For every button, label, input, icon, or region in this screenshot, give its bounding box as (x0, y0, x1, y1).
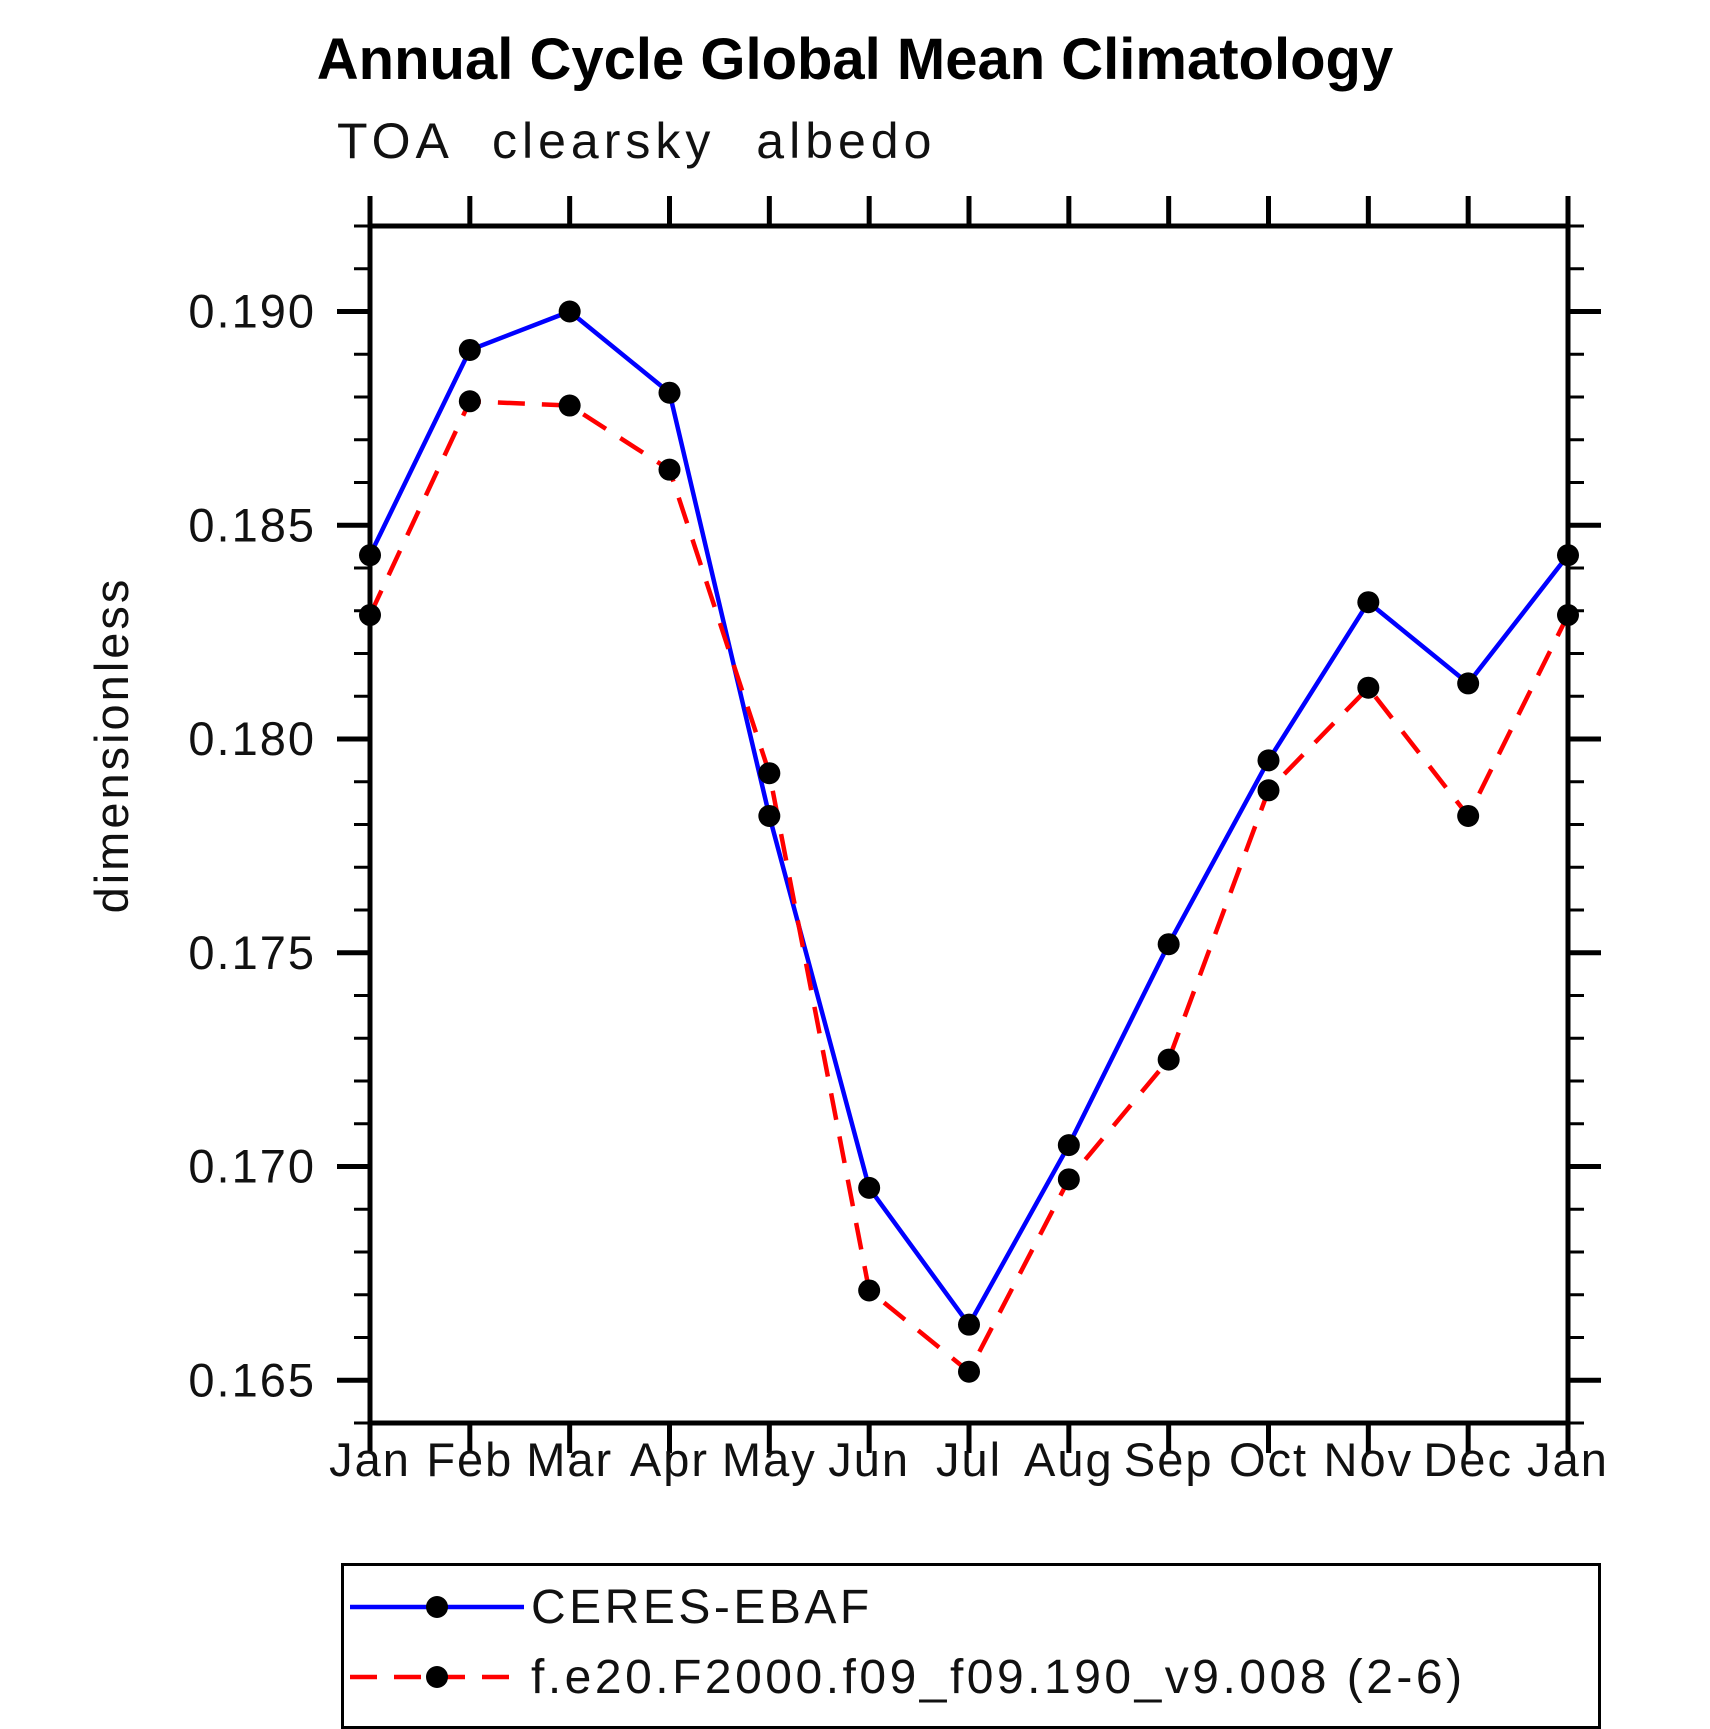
legend-label-ceres: CERES-EBAF (531, 1580, 873, 1634)
data-point-series-1 (558, 394, 581, 417)
page-title: Annual Cycle Global Mean Climatology (316, 27, 1394, 92)
y-tick-label: 0.185 (188, 498, 316, 551)
data-point-series-1 (1157, 1048, 1180, 1071)
legend-label-model: f.e20.F2000.f09_f09.190_v9.008 (2-6) (531, 1650, 1466, 1704)
data-point-series-1 (1257, 779, 1280, 802)
legend-solid-line-sample (350, 1596, 524, 1618)
data-point-series-1 (1357, 676, 1380, 699)
data-point-series-0 (658, 381, 681, 404)
data-point-series-1 (359, 604, 381, 627)
x-tick-label: Jul (936, 1433, 1002, 1486)
data-point-series-1 (858, 1279, 881, 1302)
data-point-series-0 (858, 1176, 881, 1199)
x-tick-label: Jun (828, 1433, 910, 1486)
x-tick-label: Jan (329, 1433, 411, 1486)
series-line-0 (367, 308, 1570, 1329)
data-point-series-1 (458, 390, 481, 413)
data-point-series-0 (1257, 749, 1280, 772)
x-tick-label: Apr (630, 1433, 709, 1486)
legend-item-model: f.e20.F2000.f09_f09.190_v9.008 (2-6) (347, 1642, 1598, 1712)
legend-sample-marker (426, 1596, 448, 1618)
y-tick-label: 0.175 (188, 926, 316, 979)
data-point-series-1 (1057, 1168, 1080, 1191)
data-point-series-0 (558, 300, 581, 323)
data-point-series-1 (958, 1360, 980, 1383)
x-tick-label: Mar (526, 1433, 613, 1486)
y-tick-label: 0.170 (188, 1140, 316, 1193)
y-tick-label: 0.190 (188, 285, 316, 338)
data-point-series-0 (359, 544, 381, 567)
data-point-series-0 (758, 804, 781, 827)
x-tick-label: Dec (1423, 1433, 1513, 1486)
chart-subtitle: TOA clearsky albedo (337, 113, 937, 169)
legend-item-ceres: CERES-EBAF (347, 1572, 1598, 1642)
data-point-series-0 (958, 1313, 980, 1336)
data-point-series-0 (1457, 672, 1480, 695)
x-tick-label: Aug (1024, 1433, 1114, 1486)
data-point-series-1 (758, 762, 781, 785)
x-tick-label: May (722, 1433, 817, 1486)
data-point-series-0 (1557, 544, 1579, 567)
data-point-series-0 (1357, 591, 1380, 614)
y-tick-label: 0.180 (188, 712, 316, 765)
data-point-series-1 (1457, 804, 1480, 827)
data-point-series-0 (1157, 933, 1180, 956)
data-point-series-0 (458, 338, 481, 361)
x-tick-label: Jan (1527, 1433, 1609, 1486)
x-tick-label: Feb (426, 1433, 513, 1486)
data-point-series-1 (658, 458, 681, 481)
legend-sample-marker (426, 1666, 448, 1688)
x-tick-label: Oct (1229, 1433, 1308, 1486)
data-point-series-1 (1557, 604, 1579, 627)
legend-dashed-line-sample (350, 1666, 524, 1688)
y-tick-label: 0.165 (188, 1353, 316, 1406)
series-line-1 (367, 398, 1571, 1376)
data-point-series-0 (1057, 1134, 1080, 1157)
x-tick-label: Nov (1324, 1433, 1414, 1486)
legend: CERES-EBAF f.e20.F2000.f09_f09.190_v9.00… (341, 1563, 1601, 1729)
x-tick-label: Sep (1124, 1433, 1214, 1486)
